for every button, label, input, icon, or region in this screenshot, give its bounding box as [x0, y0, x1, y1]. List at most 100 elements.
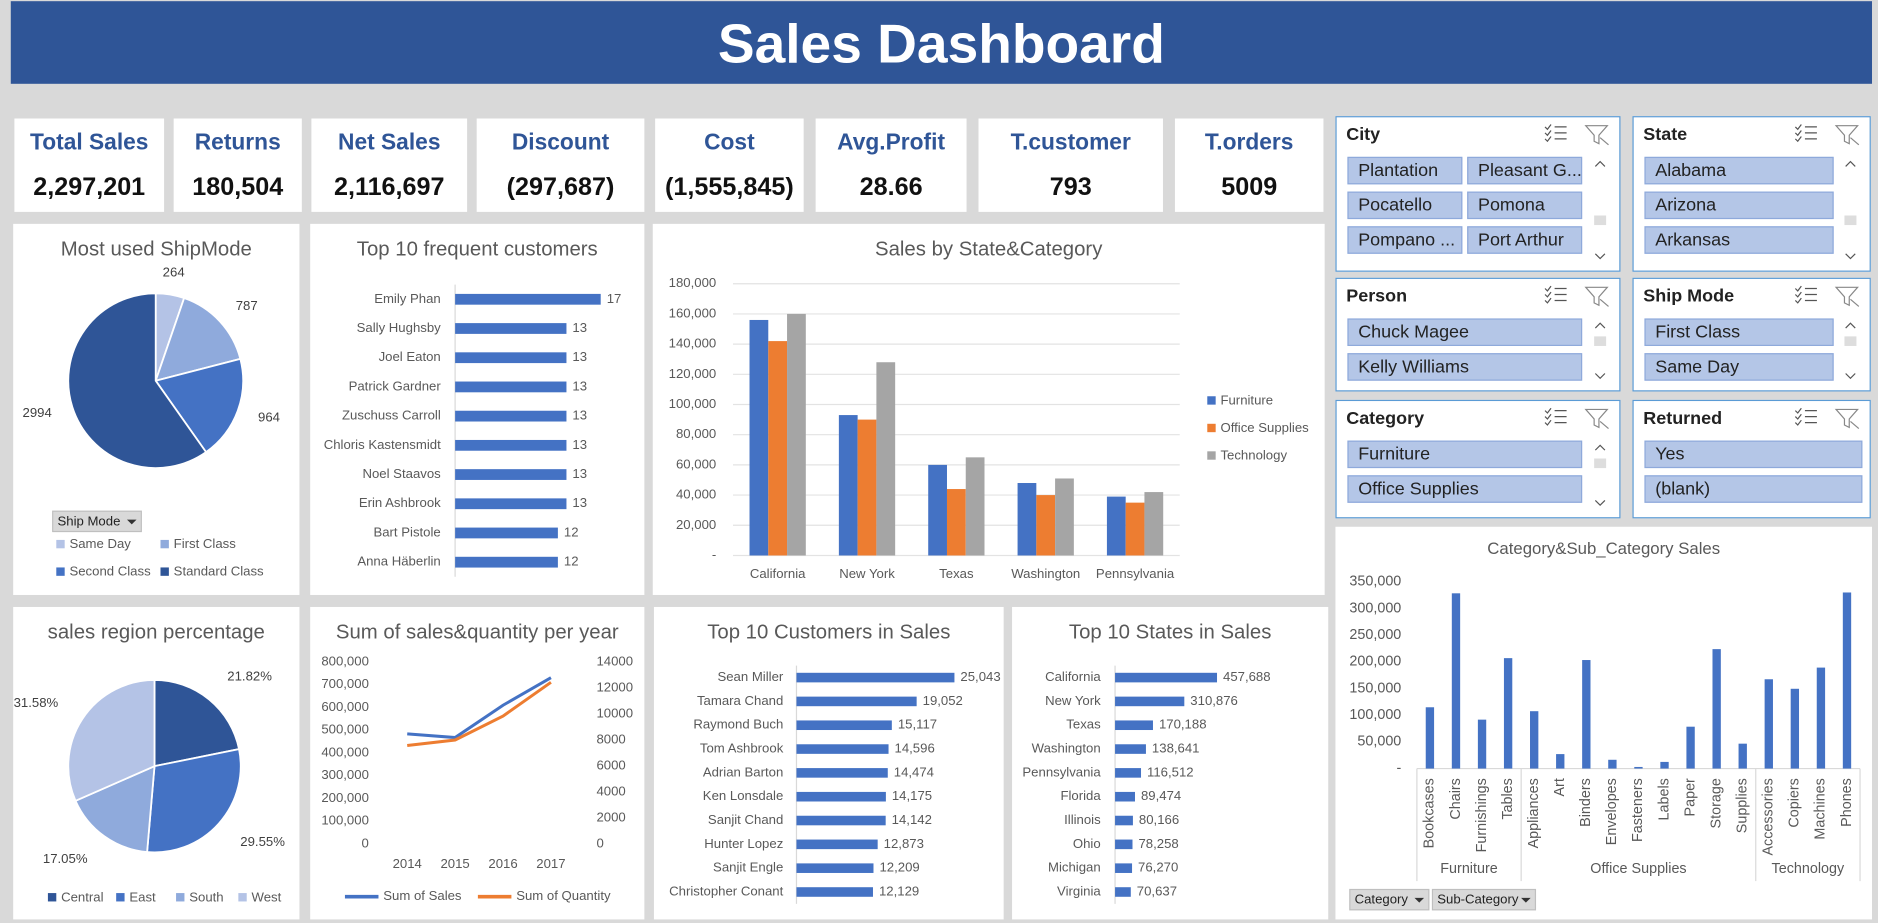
category-label: Sanjit Chand — [708, 812, 783, 827]
slicer-item[interactable]: Furniture — [1347, 440, 1583, 469]
bar — [455, 323, 567, 334]
slicer-item[interactable]: Plantation — [1347, 156, 1463, 185]
bar — [796, 696, 917, 707]
scroll-thumb — [1594, 458, 1607, 469]
slicer-item[interactable]: Same Day — [1644, 353, 1834, 381]
legend-label: Sum of Quantity — [516, 888, 611, 903]
x-tick-label: 2016 — [488, 856, 517, 871]
kpi-label: Cost — [704, 130, 755, 156]
chart-panel: Most used ShipMode 264 787 964 2994 Same Day F… — [13, 223, 300, 595]
group-label: Office Supplies — [1590, 861, 1686, 877]
scrollbar — [1594, 444, 1607, 507]
slicer-icons — [1544, 124, 1609, 146]
data-label: 12 — [564, 554, 579, 569]
legend-label: Sum of Sales — [383, 888, 462, 903]
category-label: Hunter Lopez — [704, 836, 783, 851]
chart: Top 10 States in Sales California 457,688 N… — [1022, 622, 1271, 904]
icon-check — [1544, 407, 1552, 414]
bar — [1842, 592, 1852, 769]
filter-button[interactable] — [1431, 888, 1537, 911]
slicer-item[interactable]: Arizona — [1644, 191, 1834, 220]
slicer-item[interactable]: Pomona — [1467, 191, 1583, 220]
icon-filter — [1584, 286, 1609, 307]
chart-panel: Category&Sub_Category Sales - 50,000 100,00… — [1335, 526, 1873, 920]
category-label: Texas — [1066, 717, 1101, 732]
data-label: 457,688 — [1223, 669, 1271, 684]
data-label: 787 — [236, 298, 258, 313]
legend-label: South — [189, 889, 223, 904]
y2-tick-label: 6000 — [596, 757, 625, 772]
slicer-item[interactable]: Arkansas — [1644, 226, 1834, 254]
y-tick-label: 800,000 — [321, 654, 369, 669]
data-label: 13 — [572, 495, 587, 510]
filter-button[interactable] — [52, 510, 142, 533]
legend-label: East — [129, 889, 156, 904]
scroll-up — [1845, 322, 1856, 329]
slicer-title: Category — [1346, 408, 1425, 429]
slicer-item[interactable]: Yes — [1644, 440, 1863, 469]
slicer-item[interactable]: Port Arthur — [1467, 226, 1583, 254]
category-label: Anna Häberlin — [357, 554, 440, 569]
chart-panel: Sum of sales&quantity per year 0 100,000 20… — [310, 606, 645, 920]
filter-button[interactable] — [1349, 888, 1430, 911]
bar — [1530, 711, 1539, 769]
slicer-item[interactable]: (blank) — [1644, 475, 1863, 503]
chart-title: Top 10 frequent customers — [357, 239, 598, 261]
slicer-item[interactable]: Office Supplies — [1347, 475, 1583, 503]
bar — [876, 362, 896, 556]
group-label: Technology — [1772, 861, 1845, 877]
slicer-icons — [1794, 407, 1860, 430]
filter-arrow — [126, 519, 137, 525]
kpi-value: 180,504 — [192, 173, 284, 202]
y2-tick-label: 14000 — [596, 654, 633, 669]
category-label: Zuschuss Carroll — [342, 408, 441, 423]
slicer: Person Chuck Magee Kelly Williams — [1335, 277, 1621, 392]
bar — [455, 556, 558, 568]
category-label: Patrick Gardner — [349, 378, 442, 393]
category-label: Ohio — [1073, 836, 1101, 851]
icon-check — [1794, 291, 1802, 298]
y2-tick-label: 12000 — [596, 680, 633, 695]
icon-filter — [1584, 408, 1609, 429]
icon-check — [1544, 130, 1552, 137]
kpi-card: Returns 180,504 — [173, 118, 302, 212]
bar — [796, 863, 874, 873]
x-tick-label: Appliances — [1526, 778, 1542, 848]
chart-title: Top 10 Customers in Sales — [707, 622, 950, 644]
slicer-item[interactable]: Pleasant G... — [1467, 156, 1583, 185]
x-tick-label: Phones — [1839, 778, 1855, 827]
bar — [455, 469, 567, 480]
data-label: 15,117 — [898, 717, 937, 732]
icon-check — [1544, 285, 1552, 292]
pie-slice — [154, 357, 245, 454]
slicer-item[interactable]: Kelly Williams — [1347, 353, 1583, 381]
icon-x — [1599, 298, 1609, 307]
slicer-item[interactable]: Alabama — [1644, 156, 1834, 185]
slicer-icons — [1544, 285, 1609, 307]
bar — [1115, 720, 1153, 731]
data-label: 138,641 — [1152, 741, 1200, 756]
bar — [965, 457, 985, 556]
icon-x — [1599, 137, 1609, 146]
kpi-label: Net Sales — [338, 130, 441, 156]
scrollbar — [1594, 160, 1607, 260]
x-tick-label: Art — [1552, 778, 1568, 796]
icon-x — [1850, 298, 1860, 307]
chart-title: Top 10 States in Sales — [1069, 622, 1271, 644]
x-tick-label: Chairs — [1448, 778, 1464, 819]
bar — [455, 498, 567, 510]
icon-check — [1544, 136, 1552, 143]
category-label: Tom Ashbrook — [700, 741, 784, 756]
slicer-item[interactable]: Pompano ... — [1347, 226, 1463, 254]
bar — [1115, 815, 1133, 826]
slicer-item[interactable]: First Class — [1644, 318, 1834, 346]
legend-label: Standard Class — [174, 564, 264, 579]
chart: sales region percentage 21.82% 29.55% 17.05… — [14, 622, 286, 905]
slicer-item[interactable]: Pocatello — [1347, 191, 1463, 220]
x-tick-label: Bookcases — [1422, 778, 1438, 848]
data-label: 78,258 — [1138, 836, 1178, 851]
legend-swatch — [160, 539, 169, 549]
slicer-title: Returned — [1643, 408, 1723, 429]
slicer-item[interactable]: Chuck Magee — [1347, 318, 1583, 346]
legend-swatch — [116, 893, 125, 902]
